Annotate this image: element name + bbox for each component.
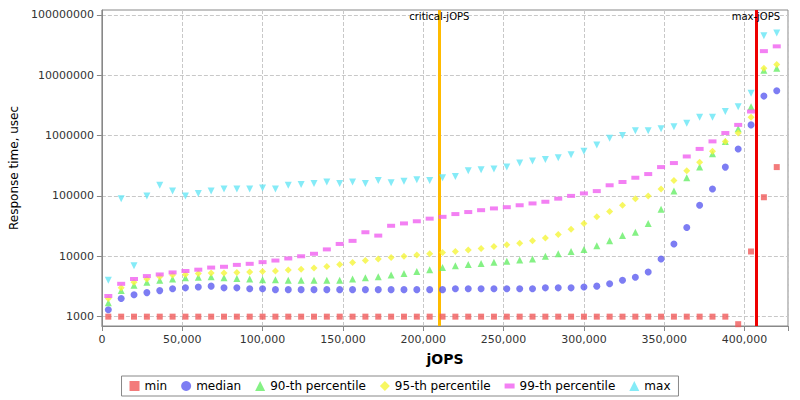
svg-text:max-jOPS: max-jOPS [732,11,780,22]
svg-text:400,000: 400,000 [722,333,768,346]
svg-text:min: min [145,379,168,393]
svg-text:95-th percentile: 95-th percentile [395,379,491,393]
svg-text:300,000: 300,000 [561,333,607,346]
svg-text:1000000: 1000000 [45,129,94,142]
svg-text:critical-jOPS: critical-jOPS [409,11,469,22]
svg-text:max: max [644,379,670,393]
svg-text:Response time, usec: Response time, usec [7,106,21,230]
svg-text:median: median [196,379,241,393]
svg-text:1000: 1000 [66,310,94,323]
svg-text:50,000: 50,000 [163,333,202,346]
svg-text:0: 0 [98,333,105,346]
svg-text:jOPS: jOPS [425,351,463,367]
svg-text:90-th percentile: 90-th percentile [270,379,366,393]
svg-text:250,000: 250,000 [481,333,527,346]
svg-text:10000: 10000 [59,250,94,263]
svg-text:100000000: 100000000 [31,8,94,21]
svg-text:200,000: 200,000 [401,333,447,346]
svg-text:150,000: 150,000 [320,333,366,346]
svg-text:99-th percentile: 99-th percentile [520,379,616,393]
svg-text:350,000: 350,000 [642,333,688,346]
svg-text:100,000: 100,000 [240,333,286,346]
svg-text:10000000: 10000000 [38,69,94,82]
svg-text:100000: 100000 [52,189,94,202]
